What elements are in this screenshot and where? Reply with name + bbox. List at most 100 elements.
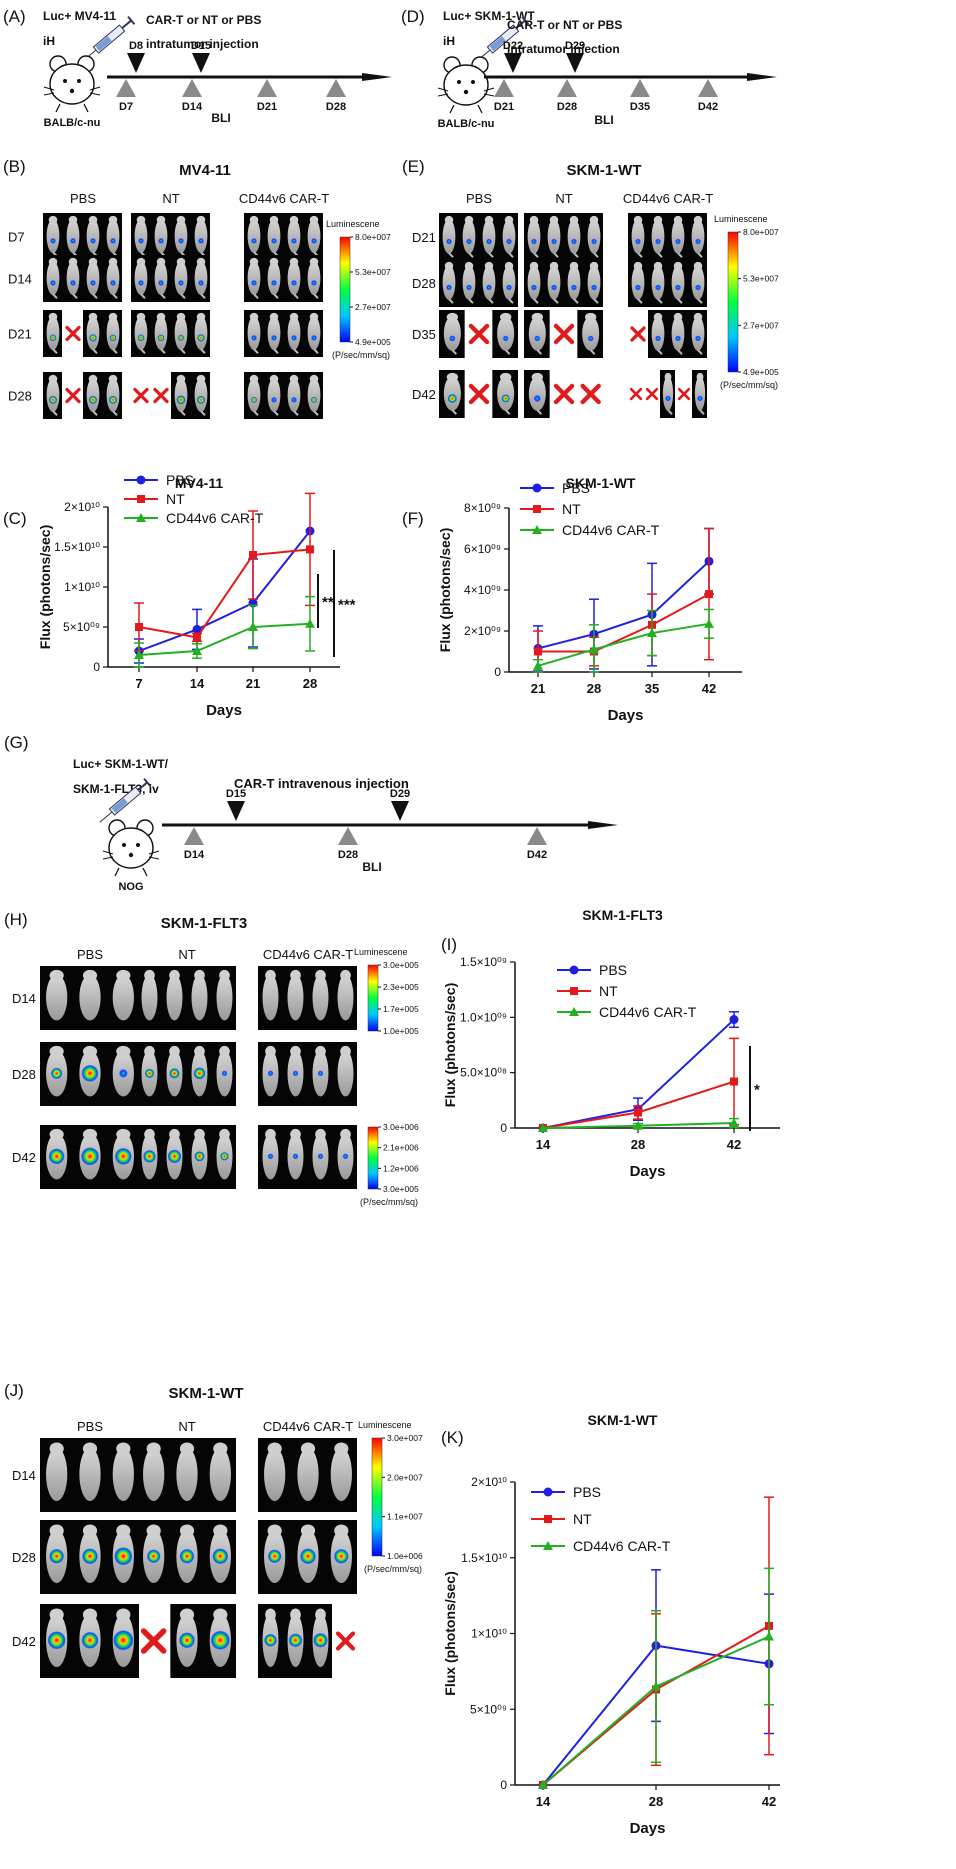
- luminescence-signal: [167, 1149, 182, 1164]
- luminescence-signal: [50, 279, 56, 286]
- mouse-tail: [52, 293, 58, 299]
- mouse-image: [651, 261, 665, 304]
- cross-strokes: [553, 383, 575, 405]
- mouse-body: [267, 378, 281, 413]
- mouse-tail: [637, 298, 643, 304]
- y-tick-label: 1.0×10⁰⁹: [460, 1010, 507, 1024]
- mouse-tail: [667, 409, 673, 415]
- mouse-image: [46, 257, 60, 299]
- mouse-head-shape: [673, 312, 683, 322]
- mouse-tail: [508, 298, 514, 304]
- mouse-feet: [449, 104, 483, 114]
- mouse-eye-left: [63, 79, 67, 83]
- mouse-body: [174, 378, 188, 413]
- mouse-image: [112, 969, 134, 1021]
- mouse-image: [267, 215, 281, 257]
- data-point: [193, 633, 201, 642]
- luminescence-colorbar: [339, 236, 351, 343]
- treatment-label: CAR-T or NT or PBS: [146, 13, 261, 27]
- mouse-body: [66, 219, 80, 254]
- mouse-image: [112, 1045, 134, 1097]
- imaging-day-label: D35: [630, 101, 650, 113]
- mouse-image: [79, 1608, 101, 1667]
- group-label: NT: [162, 191, 179, 206]
- day-label: D35: [412, 327, 436, 342]
- mouse-image: [247, 374, 261, 416]
- luminescence-signal: [311, 237, 317, 244]
- mouse-strain-label: BALB/c-nu: [44, 117, 101, 129]
- mouse-image: [176, 1524, 198, 1583]
- mouse-image: [297, 1524, 319, 1583]
- mouse-tail: [313, 410, 319, 416]
- colorbar-tick-label: 4.9e+005: [743, 367, 779, 377]
- mouse-body: [631, 219, 645, 254]
- mouse-image: [46, 1524, 68, 1583]
- mouse-body: [247, 219, 261, 254]
- timelines-layer: (A) Luc+ MV4-11 iH BALB/c-nu CAR-T or NT or …: [3, 7, 777, 893]
- mouse-image: [209, 1524, 231, 1583]
- mouse-body: [134, 261, 148, 296]
- timeline-d: (D) Luc+ SKM-1-WT iH BALB/c-nu CAR-T or NT o…: [401, 7, 777, 130]
- panel-letter: (B): [3, 157, 26, 176]
- colorbar-tick-label: 1.0e+005: [383, 1026, 419, 1036]
- chart-legend: PBS NT CD44v6 CAR-T: [557, 962, 697, 1020]
- mouse-image: [174, 215, 188, 257]
- data-point: [135, 623, 143, 631]
- mouse-body: [86, 316, 100, 351]
- data-point: [647, 628, 657, 638]
- mouse-body: [106, 261, 120, 296]
- mouse-head-shape: [300, 1524, 316, 1538]
- cross-strokes: [335, 1631, 356, 1651]
- injection-day-label: D15: [226, 788, 246, 800]
- luminescence-signal: [169, 1068, 180, 1079]
- mouse-head-shape: [673, 215, 683, 225]
- luminescence-signal: [300, 1548, 316, 1565]
- luminescence-signal: [635, 284, 641, 291]
- mouse-image: [631, 261, 645, 304]
- mouse-tail: [699, 409, 705, 415]
- mouse-body: [79, 974, 101, 1021]
- colorbar-tick-label: 1.2e+006: [383, 1163, 419, 1173]
- colorbar-tick-label: 2.7e+007: [743, 320, 779, 330]
- mouse-image: [528, 312, 546, 355]
- mouse-nose: [69, 88, 75, 94]
- legend-marker: [136, 475, 146, 485]
- mouse-head-shape: [88, 257, 98, 266]
- mouse-head-shape: [82, 1524, 98, 1538]
- luminescence-signal: [198, 279, 204, 286]
- mouse-image: [247, 215, 261, 257]
- luminescence-signal: [291, 396, 297, 403]
- mouse-tail: [52, 410, 58, 416]
- mouse-head-shape: [269, 215, 279, 224]
- timeline-a: (A) Luc+ MV4-11 iH BALB/c-nu CAR-T or NT or …: [3, 7, 392, 129]
- mouse-tail: [253, 348, 259, 354]
- mouse-head-shape: [265, 1045, 276, 1057]
- imaging-panel-e: (E) SKM-1-WT PBS NT CD44v6 CAR-T D21 D28 D35 D42…: [402, 157, 779, 418]
- mouse-head-shape: [569, 215, 579, 225]
- day-label: D28: [12, 1067, 36, 1082]
- imaging-day-label: D42: [527, 849, 547, 861]
- mouse-head-shape: [156, 215, 166, 224]
- colorbar-tick-label: 1.1e+007: [387, 1512, 423, 1522]
- mouse-body: [174, 261, 188, 296]
- luminescence-signal: [695, 335, 701, 342]
- mouse-head-shape: [213, 1608, 228, 1622]
- mouse-head-shape: [49, 1442, 64, 1456]
- series-cd44v6-car-t: [134, 595, 315, 668]
- syringe-fluid: [95, 36, 112, 52]
- mouse-body: [527, 265, 541, 300]
- mouse-image: [191, 1045, 208, 1097]
- group-label: PBS: [77, 1419, 103, 1434]
- mouse-image: [502, 215, 516, 258]
- luminescence-signal: [157, 334, 165, 342]
- mouse-head-shape: [49, 969, 64, 981]
- mouse-image: [86, 257, 100, 299]
- mouse-image: [174, 374, 188, 416]
- luminescence-signal: [158, 279, 164, 286]
- timeline-arrowhead: [362, 73, 392, 81]
- luminescence-signal: [179, 1632, 195, 1649]
- syringe-plunger-head: [127, 15, 136, 25]
- mouse-strain-label: BALB/c-nu: [438, 118, 495, 130]
- group-label: PBS: [77, 947, 103, 962]
- mouse-tail: [504, 349, 511, 355]
